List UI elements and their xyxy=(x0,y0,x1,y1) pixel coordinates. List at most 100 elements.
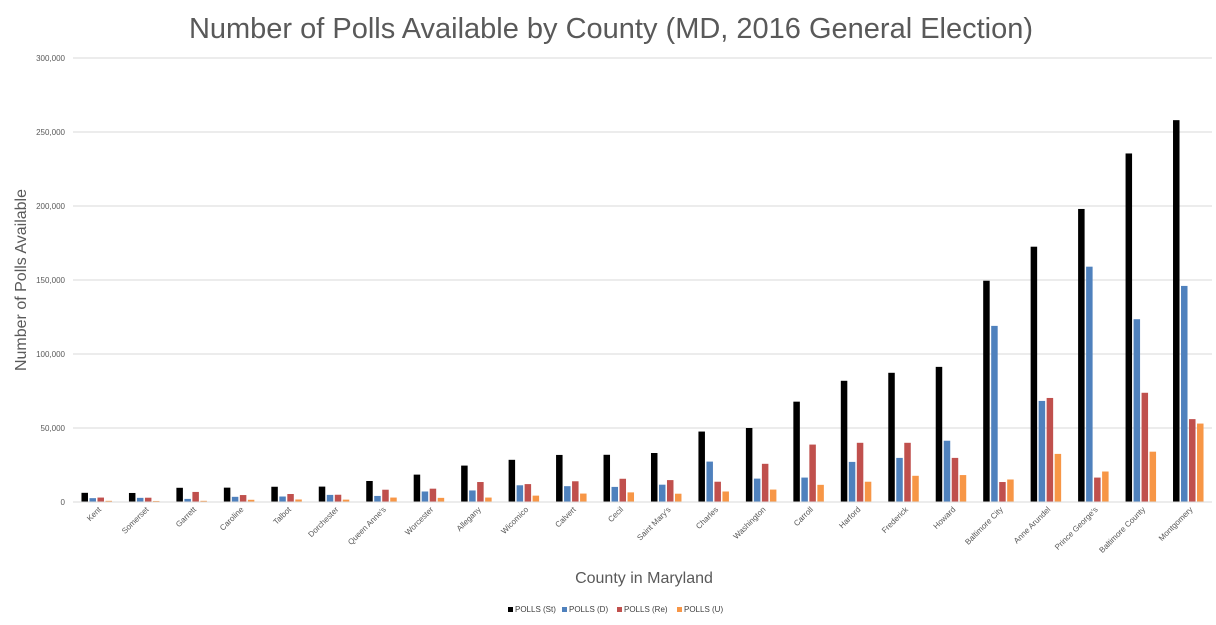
x-tick-label: Calvert xyxy=(553,505,578,530)
bar xyxy=(698,431,705,502)
bar xyxy=(572,481,579,502)
x-tick-label: Queen Anne's xyxy=(346,505,388,547)
bar xyxy=(437,497,445,502)
bar xyxy=(904,442,911,502)
bar xyxy=(295,499,302,502)
bar xyxy=(722,491,729,502)
legend-swatch xyxy=(617,607,622,612)
bar xyxy=(999,482,1006,502)
x-tick-label: Kent xyxy=(85,505,104,524)
bar xyxy=(223,487,231,502)
bar xyxy=(793,401,800,502)
bar xyxy=(817,484,824,502)
bar xyxy=(1038,400,1046,502)
bar xyxy=(231,496,239,502)
x-tick-label: Charles xyxy=(694,505,720,531)
x-tick-label: Caroline xyxy=(218,505,246,533)
x-tick-label: Somerset xyxy=(120,505,151,536)
bar xyxy=(1094,477,1101,502)
bar xyxy=(239,495,247,502)
bar xyxy=(144,497,152,502)
bar xyxy=(809,444,816,502)
bar xyxy=(888,372,895,502)
bar xyxy=(477,482,484,502)
legend-swatch xyxy=(562,607,567,612)
bar xyxy=(745,428,753,502)
legend: POLLS (St) POLLS (D) POLLS (Re) POLLS (U) xyxy=(508,605,723,614)
x-tick-label: Garrett xyxy=(174,505,199,530)
x-tick-label: Worcester xyxy=(403,505,435,537)
bar xyxy=(666,480,674,502)
bar xyxy=(271,486,278,502)
bar xyxy=(856,442,864,502)
x-tick-label: Talbot xyxy=(272,505,294,527)
legend-label: POLLS (U) xyxy=(684,605,723,614)
legend-label: POLLS (Re) xyxy=(624,605,668,614)
bar xyxy=(1102,471,1109,502)
bar xyxy=(1189,419,1196,502)
legend-swatch xyxy=(508,607,513,612)
bar xyxy=(247,499,255,502)
bar xyxy=(1181,285,1188,502)
bar xyxy=(935,366,943,502)
bar xyxy=(1133,319,1141,502)
bar xyxy=(508,459,516,502)
bar xyxy=(769,489,777,502)
x-tick-label: Anne Arundel xyxy=(1012,505,1052,545)
y-tick-label: 200,000 xyxy=(36,202,65,211)
x-tick-label: Carroll xyxy=(792,505,815,528)
bar xyxy=(603,454,611,502)
bar xyxy=(951,457,959,502)
bar xyxy=(421,491,429,502)
bar xyxy=(943,440,951,502)
x-tick-label: Baltimore County xyxy=(1097,505,1147,555)
y-tick-label: 150,000 xyxy=(36,276,65,285)
bar xyxy=(184,498,191,502)
bar xyxy=(279,496,286,502)
y-tick-label: 0 xyxy=(61,498,66,507)
bar xyxy=(1197,423,1204,502)
bar xyxy=(176,487,183,502)
bar xyxy=(896,457,903,502)
bar xyxy=(848,461,856,502)
x-tick-label: Allegany xyxy=(455,505,483,533)
bar xyxy=(366,480,373,502)
bar xyxy=(105,500,112,502)
bar xyxy=(991,325,998,502)
bar xyxy=(983,280,990,502)
bar xyxy=(619,478,627,502)
bar xyxy=(1030,246,1038,502)
bar xyxy=(136,497,144,502)
bar xyxy=(1007,479,1014,502)
bar xyxy=(714,481,721,502)
bar xyxy=(1086,266,1093,502)
bar xyxy=(674,493,682,502)
bar xyxy=(97,497,104,502)
x-axis-title: County in Maryland xyxy=(575,570,713,587)
bar xyxy=(761,463,769,502)
bar xyxy=(342,499,350,502)
bar xyxy=(390,497,397,502)
bar xyxy=(200,500,207,502)
bar xyxy=(650,453,658,502)
bar xyxy=(461,465,468,502)
y-tick-label: 100,000 xyxy=(36,350,65,359)
bar xyxy=(1125,153,1133,502)
bar xyxy=(840,380,848,502)
bar xyxy=(532,495,540,502)
bar xyxy=(1173,120,1180,502)
bar xyxy=(1141,392,1149,502)
x-tick-label: Saint Mary's xyxy=(635,505,672,542)
bar xyxy=(81,492,88,502)
bar xyxy=(429,488,437,502)
x-tick-label: Baltimore City xyxy=(963,505,1005,547)
bar xyxy=(326,494,334,502)
gridlines xyxy=(73,57,1212,429)
bar xyxy=(485,497,492,502)
bar xyxy=(192,491,199,502)
bar xyxy=(128,492,136,502)
bar xyxy=(959,475,967,502)
bar xyxy=(374,495,381,502)
y-axis-ticks: 0 50,000 100,000 150,000 200,000 250,000 300,0… xyxy=(36,54,65,507)
